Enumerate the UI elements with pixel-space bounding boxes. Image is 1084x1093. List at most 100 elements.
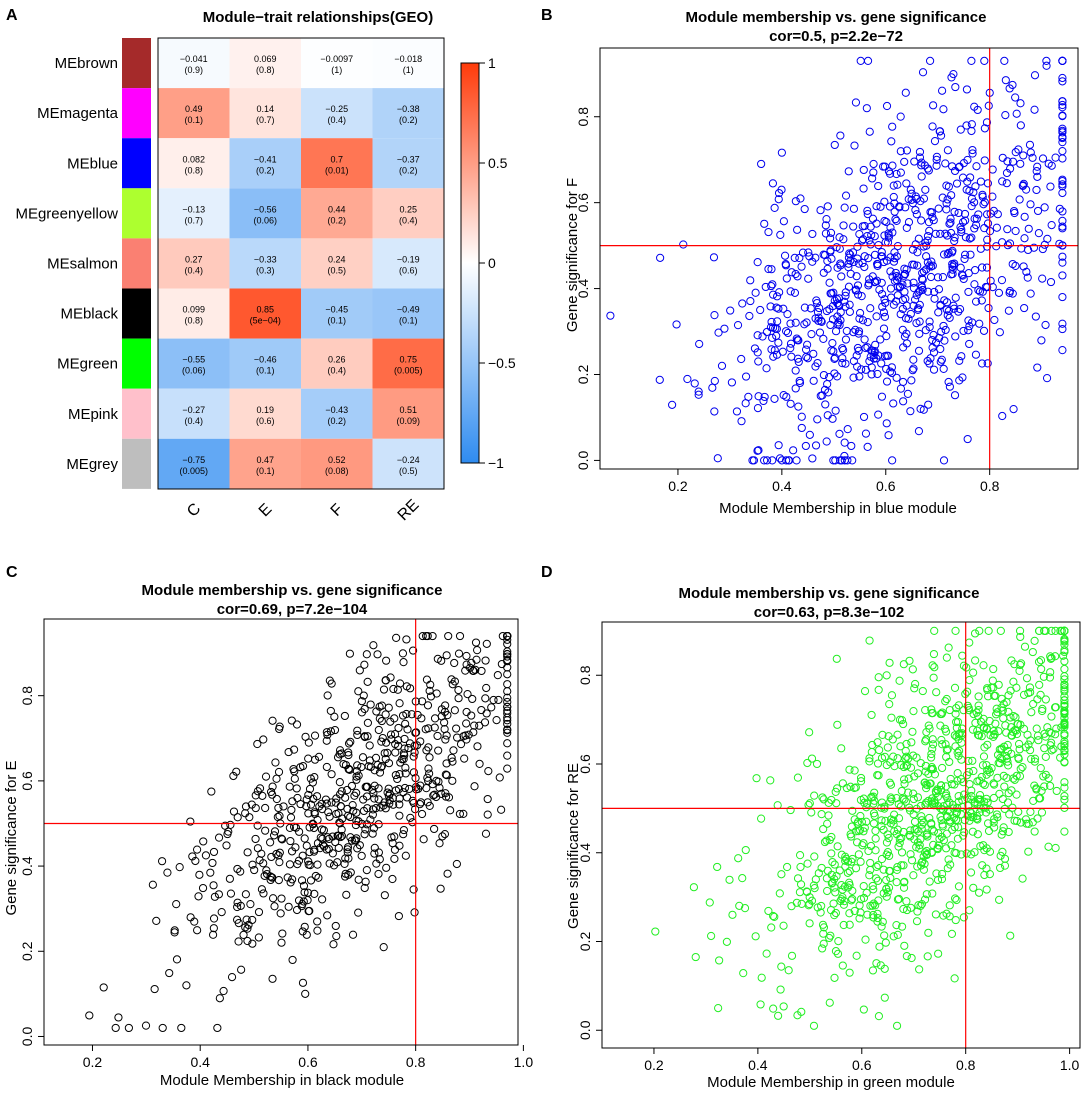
data-point	[831, 406, 840, 415]
data-point	[424, 743, 433, 752]
data-point	[344, 750, 353, 760]
data-point	[503, 764, 512, 773]
data-point	[430, 714, 440, 723]
data-point	[840, 451, 849, 461]
data-point	[408, 818, 417, 827]
data-point	[306, 861, 315, 870]
data-point	[864, 281, 873, 290]
data-point	[395, 841, 404, 850]
data-point	[409, 768, 418, 777]
data-point	[1003, 757, 1012, 766]
data-point	[261, 772, 271, 781]
data-point	[435, 839, 444, 848]
data-point	[1030, 636, 1039, 645]
data-point	[1024, 819, 1033, 828]
data-point	[925, 317, 934, 326]
data-point	[983, 740, 992, 749]
data-point	[955, 304, 965, 314]
data-point	[331, 921, 340, 931]
data-point	[1041, 626, 1050, 635]
data-point	[873, 369, 882, 379]
data-point	[412, 741, 422, 750]
data-point	[886, 819, 895, 828]
data-point	[774, 304, 783, 313]
data-point	[1058, 271, 1067, 280]
data-point	[983, 283, 992, 292]
data-point	[170, 928, 179, 937]
y-tick-label: 0.6	[19, 771, 35, 791]
data-point	[811, 362, 820, 371]
cell-pvalue: (0.2)	[327, 416, 346, 426]
data-point	[989, 793, 998, 803]
data-point	[1022, 674, 1032, 683]
data-point	[1004, 827, 1013, 837]
data-point	[503, 725, 512, 734]
data-point	[942, 205, 951, 214]
data-point	[982, 263, 992, 272]
data-point	[922, 890, 931, 899]
data-point	[241, 802, 251, 811]
x-tick-label: 0.2	[83, 1054, 103, 1070]
data-point	[376, 803, 385, 812]
data-point	[882, 377, 892, 386]
data-point	[937, 735, 946, 745]
data-point	[929, 365, 939, 374]
data-point	[668, 400, 677, 409]
data-point	[1060, 745, 1069, 755]
data-point	[317, 799, 326, 808]
data-point	[770, 912, 779, 921]
data-point	[286, 836, 295, 846]
data-point	[860, 335, 869, 344]
row-label: MEblue	[67, 155, 118, 172]
data-point	[1032, 724, 1041, 733]
data-point	[314, 752, 324, 761]
data-point	[388, 794, 397, 803]
data-point	[962, 849, 971, 858]
x-tick-label: 0.4	[772, 478, 792, 494]
data-point	[1058, 132, 1067, 142]
data-point	[713, 862, 722, 872]
data-point	[859, 827, 868, 836]
data-point	[876, 335, 885, 344]
data-point	[208, 930, 218, 939]
data-point	[1016, 99, 1025, 108]
data-point	[948, 825, 957, 834]
data-point	[193, 926, 202, 935]
data-point	[846, 250, 855, 259]
data-point	[969, 813, 978, 822]
data-point	[998, 177, 1007, 186]
data-point	[1043, 723, 1052, 732]
data-point	[884, 834, 893, 843]
data-point	[798, 248, 808, 257]
data-point	[750, 344, 760, 353]
data-point	[311, 871, 320, 881]
data-point	[874, 410, 883, 419]
data-point	[767, 317, 776, 327]
data-point	[841, 191, 851, 200]
row-label: MEgrey	[66, 456, 118, 473]
data-point	[955, 356, 964, 365]
data-point	[300, 834, 309, 843]
data-point	[450, 658, 459, 668]
cell-pvalue: (1)	[331, 65, 342, 75]
data-point	[370, 781, 379, 790]
data-point	[477, 666, 486, 676]
plot-frame	[601, 621, 1081, 1049]
data-point	[840, 203, 849, 212]
data-point	[882, 884, 891, 893]
data-point	[1033, 162, 1042, 171]
data-point	[792, 898, 801, 907]
row-label: MEgreenyellow	[15, 205, 118, 222]
data-point	[934, 308, 943, 317]
data-point	[461, 731, 470, 740]
data-point	[812, 759, 822, 769]
module-swatch	[122, 188, 151, 239]
data-point	[932, 688, 941, 697]
data-point	[895, 203, 904, 212]
data-point	[851, 783, 860, 792]
data-point	[975, 287, 985, 296]
data-point	[977, 772, 986, 782]
data-point	[419, 835, 428, 844]
data-point	[909, 260, 919, 269]
data-point	[907, 856, 917, 865]
